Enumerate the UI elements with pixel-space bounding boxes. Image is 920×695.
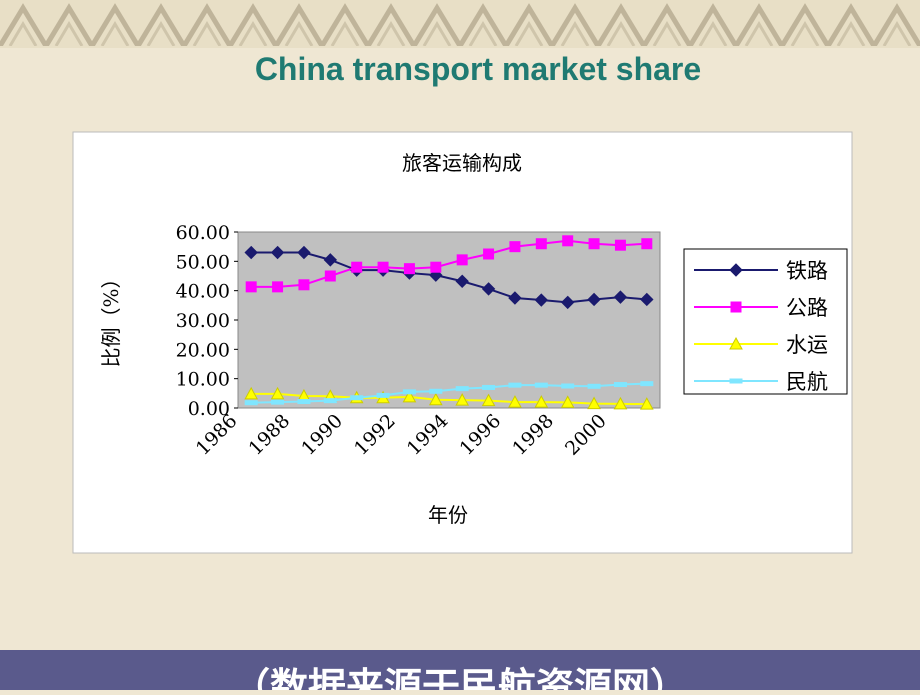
- point: [613, 290, 628, 304]
- series-line: [251, 251, 647, 304]
- point: [377, 261, 389, 273]
- point: [641, 238, 653, 250]
- point: [562, 235, 574, 247]
- point: [244, 386, 259, 400]
- point: [560, 295, 575, 310]
- legend-label: 民航: [786, 370, 828, 394]
- point: [613, 396, 628, 410]
- point: [456, 254, 468, 266]
- point: [244, 245, 258, 260]
- point: [351, 261, 363, 273]
- legend-label: 水运: [786, 333, 828, 357]
- legend-marker: [730, 301, 742, 313]
- y-tick-label: 10.00: [176, 369, 230, 391]
- series-line: [251, 392, 647, 406]
- footer-note: （数据来源于民航资源网）: [232, 664, 688, 690]
- point: [244, 400, 258, 406]
- point: [587, 396, 601, 410]
- point: [455, 393, 470, 406]
- legend-marker: [729, 263, 743, 277]
- point: [587, 383, 601, 389]
- point: [403, 263, 415, 275]
- chart-title: 旅客运输构成: [402, 151, 522, 175]
- point: [508, 395, 522, 408]
- legend-label: 公路: [786, 296, 828, 320]
- legend-label: 铁路: [786, 259, 828, 283]
- point: [640, 381, 654, 387]
- plot-area: [237, 231, 661, 409]
- point: [323, 398, 337, 404]
- point: [455, 386, 469, 392]
- point: [588, 238, 600, 250]
- point: [455, 274, 469, 288]
- point: [350, 395, 364, 401]
- x-axis-label: 年份: [428, 503, 468, 527]
- y-axis-label: 比例（%）: [99, 268, 123, 367]
- point: [587, 292, 601, 307]
- top-border: [0, 0, 920, 48]
- point: [429, 388, 443, 394]
- point: [639, 397, 654, 410]
- point: [482, 384, 496, 390]
- legend-marker: [729, 336, 743, 350]
- point: [481, 282, 496, 296]
- point: [402, 389, 417, 403]
- y-tick-label: 40.00: [176, 281, 230, 303]
- y-tick-label: 30.00: [176, 310, 230, 332]
- point: [508, 291, 522, 305]
- point: [271, 399, 285, 405]
- point: [297, 399, 311, 405]
- point: [560, 395, 575, 408]
- point: [561, 383, 575, 389]
- point: [270, 386, 285, 400]
- series-line: [251, 382, 647, 404]
- point: [481, 393, 496, 407]
- point: [640, 292, 654, 307]
- legend: [683, 248, 848, 395]
- point: [428, 392, 443, 406]
- point: [534, 293, 549, 307]
- point: [430, 261, 442, 273]
- point: [534, 395, 549, 408]
- point: [509, 241, 521, 253]
- point: [245, 281, 257, 293]
- point: [483, 248, 495, 260]
- point: [613, 382, 627, 388]
- y-tick-label: 50.00: [176, 251, 230, 273]
- point: [535, 238, 547, 250]
- point: [297, 245, 311, 260]
- slide-title: China transport market share: [255, 51, 701, 87]
- point: [272, 281, 284, 293]
- legend-marker: [729, 378, 743, 384]
- footer-bar: [0, 650, 920, 690]
- point: [534, 382, 548, 388]
- point: [298, 279, 310, 291]
- point: [270, 245, 285, 260]
- point: [324, 270, 336, 282]
- point: [402, 389, 416, 395]
- point: [376, 392, 390, 398]
- point: [323, 253, 338, 267]
- series-line: [251, 239, 647, 288]
- point: [508, 382, 522, 388]
- y-tick-label: 0.00: [188, 398, 230, 420]
- point: [614, 239, 626, 251]
- y-tick-label: 60.00: [176, 222, 230, 244]
- y-tick-label: 20.00: [176, 339, 230, 361]
